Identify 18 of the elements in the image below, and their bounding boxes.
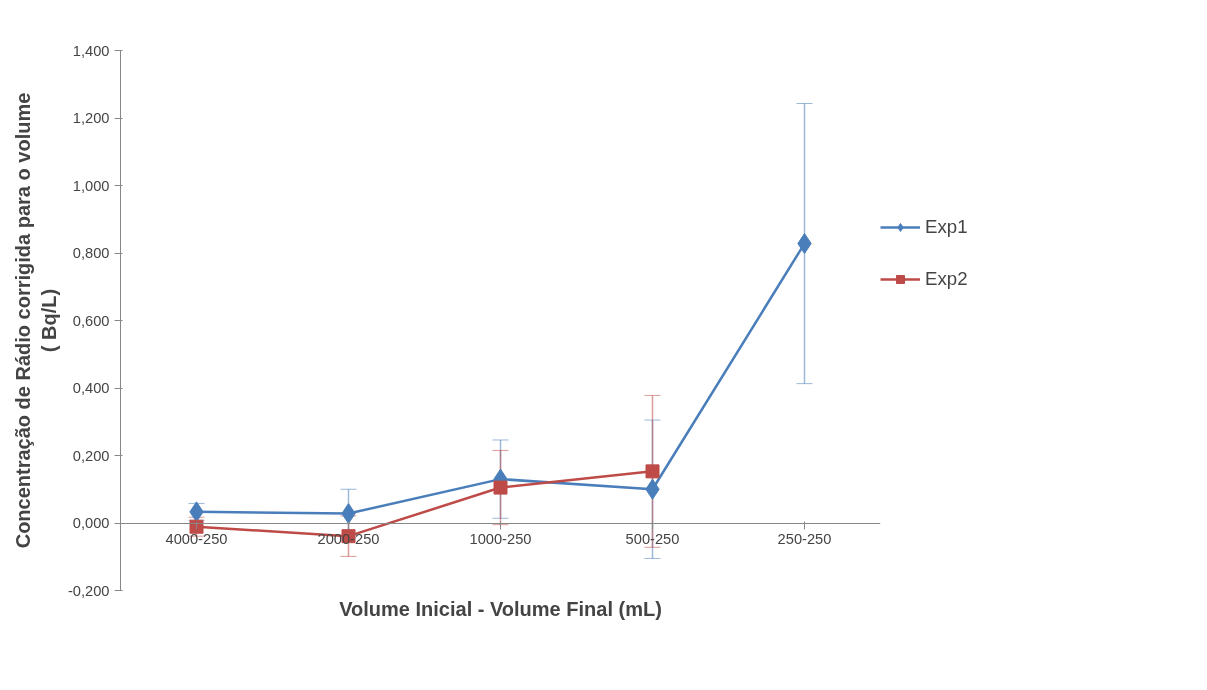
- y-tick-label: -0,200: [67, 582, 110, 599]
- x-tick-label: 4000-250: [165, 531, 228, 547]
- legend-label: Exp2: [925, 268, 969, 290]
- y-tick-label: 1,200: [72, 110, 110, 126]
- point: [645, 464, 660, 479]
- y-tick-label: 1,000: [72, 177, 110, 194]
- y-tick-label: 0,400: [72, 380, 110, 396]
- x-tick-label: 1000-250: [469, 531, 532, 547]
- point: [493, 480, 508, 495]
- x-tick-label: 250-250: [777, 531, 832, 547]
- legend-label: Exp1: [925, 216, 969, 238]
- y-tick-label: 1,400: [72, 42, 110, 59]
- x-axis-title: Volume Inicial - Volume Final (mL): [339, 597, 662, 620]
- y-tick-label: 0,000: [72, 515, 110, 531]
- y-tick-label: 0,600: [72, 312, 110, 329]
- y-tick-label: 0,800: [72, 245, 110, 261]
- y-axis-title: Concentração de Rádio corrigida para o volume ( Bq/L): [11, 92, 60, 549]
- y-tick-label: 0,200: [72, 447, 110, 464]
